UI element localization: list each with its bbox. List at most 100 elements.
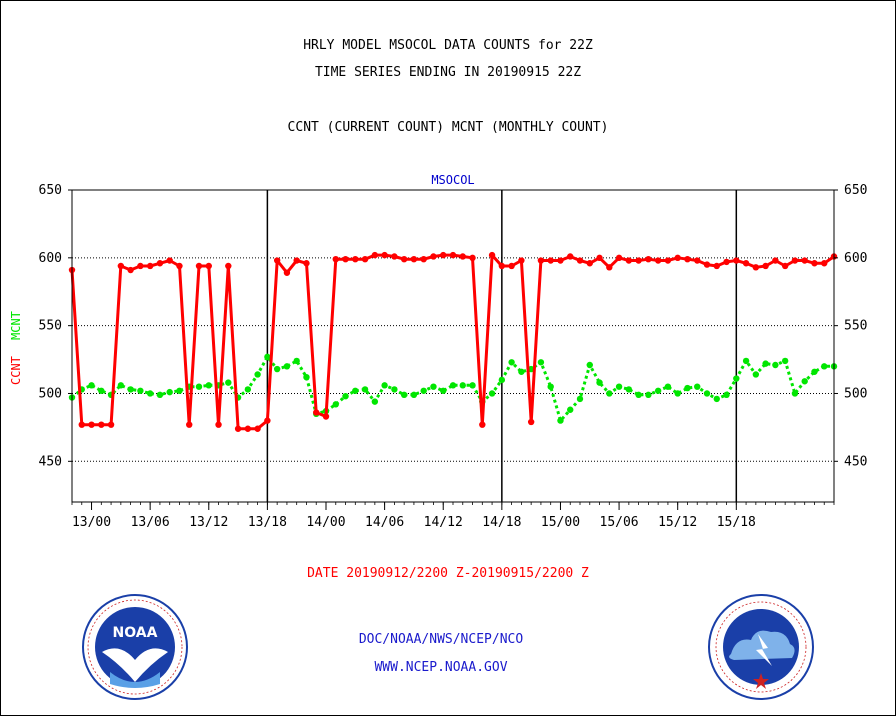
data-point-ccnt xyxy=(518,257,525,264)
x-tick-label: 13/18 xyxy=(248,515,287,530)
data-point-ccnt xyxy=(205,262,212,270)
data-point-mcnt xyxy=(303,374,310,381)
data-point-ccnt xyxy=(137,262,144,270)
chart-title-line-2: TIME SERIES ENDING IN 20190915 22Z xyxy=(314,65,582,80)
data-point-mcnt xyxy=(557,417,564,424)
data-point-ccnt xyxy=(195,262,203,270)
y-tick-label-right: 450 xyxy=(844,454,867,469)
data-point-mcnt xyxy=(420,387,427,394)
data-point-mcnt xyxy=(547,383,554,390)
data-point-ccnt xyxy=(498,262,506,270)
national-weather-service-logo xyxy=(708,594,814,700)
data-point-ccnt xyxy=(440,251,447,259)
data-point-ccnt xyxy=(264,417,271,424)
data-point-ccnt xyxy=(186,421,193,428)
data-point-ccnt xyxy=(762,262,769,270)
noaa-logo: NOAA xyxy=(82,594,188,700)
data-point-ccnt xyxy=(537,257,545,264)
data-point-mcnt xyxy=(283,363,291,370)
x-tick-label: 14/12 xyxy=(424,515,463,530)
data-point-ccnt xyxy=(342,255,349,263)
data-point-mcnt xyxy=(264,353,271,361)
data-point-mcnt xyxy=(508,359,515,366)
data-point-mcnt xyxy=(723,391,730,399)
data-point-mcnt xyxy=(664,383,672,390)
data-point-mcnt xyxy=(713,395,720,403)
data-point-mcnt xyxy=(596,379,603,386)
x-tick-label: 15/18 xyxy=(717,515,756,530)
data-point-mcnt xyxy=(576,395,584,403)
data-point-ccnt xyxy=(332,255,339,263)
data-point-mcnt xyxy=(459,382,466,389)
data-point-ccnt xyxy=(303,260,310,267)
data-point-ccnt xyxy=(117,262,125,270)
data-point-mcnt xyxy=(567,406,574,413)
axis-layer xyxy=(68,189,838,510)
data-point-ccnt xyxy=(654,257,662,264)
data-point-mcnt xyxy=(606,390,613,397)
y-tick-label-left: 550 xyxy=(39,319,62,334)
data-point-mcnt xyxy=(361,386,369,393)
data-point-mcnt xyxy=(88,382,95,389)
data-point-ccnt xyxy=(244,425,252,432)
data-point-ccnt xyxy=(127,266,134,274)
data-point-ccnt xyxy=(723,258,730,266)
data-point-mcnt xyxy=(781,357,789,365)
data-point-mcnt xyxy=(117,382,125,389)
y-tick-label-right: 550 xyxy=(844,319,867,334)
data-point-mcnt xyxy=(518,368,525,375)
data-point-mcnt xyxy=(225,379,232,386)
data-point-mcnt xyxy=(498,376,506,384)
y-tick-label-left: 600 xyxy=(39,251,62,266)
data-point-ccnt xyxy=(381,251,388,259)
chart-subtitle: CCNT (CURRENT COUNT) MCNT (MONTHLY COUNT… xyxy=(287,120,609,135)
y-axis-label-ccnt: CCNT xyxy=(9,356,23,385)
data-point-mcnt xyxy=(127,386,134,393)
data-point-mcnt xyxy=(772,361,779,369)
data-point-ccnt xyxy=(107,421,115,428)
data-point-ccnt xyxy=(361,255,369,263)
data-point-mcnt xyxy=(586,361,593,369)
data-point-ccnt xyxy=(459,253,466,260)
data-point-ccnt xyxy=(479,421,486,428)
data-point-ccnt xyxy=(166,257,173,264)
data-point-mcnt xyxy=(391,386,398,393)
data-point-mcnt xyxy=(440,387,447,394)
data-point-mcnt xyxy=(801,378,808,385)
data-point-ccnt xyxy=(586,260,593,267)
data-point-ccnt xyxy=(791,257,799,264)
footer-website-link[interactable]: WWW.NCEP.NOAA.GOV xyxy=(374,660,508,675)
data-point-ccnt xyxy=(567,253,574,260)
data-point-ccnt xyxy=(371,251,379,259)
series-layer xyxy=(68,251,838,432)
data-point-mcnt xyxy=(244,386,252,393)
data-point-mcnt xyxy=(137,387,144,394)
data-point-ccnt xyxy=(606,264,613,271)
data-point-ccnt xyxy=(703,261,711,268)
data-point-ccnt xyxy=(733,257,740,264)
data-point-mcnt xyxy=(645,391,652,399)
y-tick-label-left: 650 xyxy=(39,183,62,198)
data-point-ccnt xyxy=(527,418,535,426)
data-point-ccnt xyxy=(625,257,633,264)
data-point-mcnt xyxy=(625,386,633,393)
data-point-ccnt xyxy=(752,264,760,271)
data-point-ccnt xyxy=(821,260,828,267)
x-tick-label: 15/06 xyxy=(600,515,639,530)
data-point-ccnt xyxy=(273,257,281,264)
date-range-label: DATE 20190912/2200 Z-20190915/2200 Z xyxy=(307,566,589,581)
data-point-ccnt xyxy=(684,255,691,263)
data-point-mcnt xyxy=(176,387,183,394)
data-point-ccnt xyxy=(225,262,232,270)
data-point-ccnt xyxy=(694,257,701,264)
data-point-mcnt xyxy=(371,398,379,405)
data-point-ccnt xyxy=(615,254,623,262)
data-point-ccnt xyxy=(713,262,720,270)
y-tick-label-left: 500 xyxy=(39,386,62,401)
data-point-ccnt xyxy=(674,254,681,262)
data-point-ccnt xyxy=(664,257,672,264)
x-tick-label: 13/00 xyxy=(72,515,111,530)
data-point-ccnt xyxy=(88,421,95,428)
